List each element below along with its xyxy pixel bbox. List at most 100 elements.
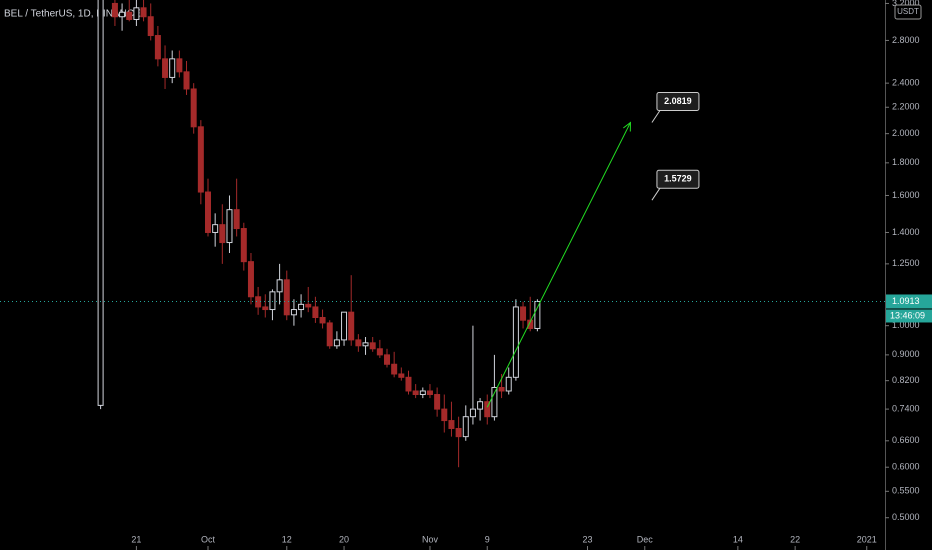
candle-body (247, 261, 254, 298)
candle-body (491, 387, 498, 418)
candle-body (133, 7, 140, 20)
callout-box (656, 169, 700, 189)
candle-body (405, 376, 412, 392)
candle-body (520, 306, 527, 321)
candle-body (505, 376, 512, 392)
candle-body (512, 306, 519, 378)
candle-body (197, 126, 204, 193)
candle-body (305, 303, 312, 308)
candle-body (412, 390, 419, 396)
y-tick-label: 1.8000 (892, 157, 920, 167)
candle-body (283, 279, 290, 316)
candle-body (226, 209, 233, 244)
callout-pointer (651, 187, 661, 201)
x-tick-label: 21 (131, 534, 141, 544)
candle-body (262, 306, 269, 311)
candle-body (355, 339, 362, 347)
candle-body (119, 11, 126, 18)
candle-body (469, 408, 476, 418)
y-tick-label: 1.4000 (892, 227, 920, 237)
candle-body (498, 387, 505, 392)
arrow-head (623, 121, 631, 132)
candle-body (97, 0, 104, 406)
callout-label: 2.0819 (664, 96, 692, 106)
x-tick-label: 23 (582, 534, 592, 544)
callout-pointer (651, 110, 661, 123)
candle-body (455, 427, 462, 438)
callout-label: 1.5729 (664, 174, 692, 184)
x-tick-label: 9 (485, 534, 490, 544)
trend-arrow (486, 122, 631, 408)
candle-body (527, 319, 534, 329)
y-tick-label: 0.9000 (892, 349, 920, 359)
y-tick-label: 0.7400 (892, 403, 920, 413)
x-tick-label: 22 (790, 534, 800, 544)
currency-badge (894, 4, 922, 20)
x-tick-label: Dec (637, 534, 654, 544)
last-price-badge (886, 294, 932, 309)
y-tick-label: 0.8200 (892, 375, 920, 385)
candle-body (326, 322, 333, 347)
candle-body (534, 300, 541, 329)
y-tick-label: 2.8000 (892, 35, 920, 45)
candle-body (276, 279, 283, 293)
y-tick-label: 1.6000 (892, 190, 920, 200)
candle-body (434, 394, 441, 410)
candle-body (312, 306, 319, 318)
candle-body (233, 209, 240, 230)
y-tick-label: 3.2000 (892, 0, 920, 8)
candle-body (154, 35, 161, 60)
candle-body (140, 7, 147, 18)
x-tick-label: Oct (201, 534, 216, 544)
candle-body (147, 16, 154, 37)
candle-body (162, 58, 169, 78)
candle-body (319, 316, 326, 324)
candle-body (362, 342, 369, 347)
candle-body (190, 88, 197, 128)
chart-title: BEL / TetherUS, 1D, BINANCE (4, 9, 141, 20)
candle-body (384, 354, 391, 365)
candle-body (333, 339, 340, 347)
x-tick-label: 2021 (857, 534, 877, 544)
candle-body (462, 416, 469, 438)
y-tick-label: 2.0000 (892, 128, 920, 138)
last-price-label: 1.0913 (892, 296, 920, 306)
candle-body (298, 303, 305, 311)
y-tick-label: 2.4000 (892, 78, 920, 88)
candle-body (290, 309, 297, 316)
currency-label: USDT (897, 7, 919, 16)
candle-body (341, 311, 348, 341)
y-tick-label: 0.6600 (892, 435, 920, 445)
y-tick-label: 1.0000 (892, 320, 920, 330)
y-tick-label: 0.5500 (892, 486, 920, 496)
candle-body (169, 58, 176, 78)
candle-body (448, 420, 455, 429)
candle-body (348, 311, 355, 341)
candle-body (111, 2, 118, 18)
candle-body (212, 224, 219, 233)
candle-body (484, 401, 491, 418)
candle-body (240, 228, 247, 263)
candle-body (376, 348, 383, 356)
countdown-badge (886, 309, 932, 323)
candle-body (391, 363, 398, 375)
x-tick-label: 14 (733, 534, 743, 544)
candle-body (176, 58, 183, 73)
candle-body (183, 71, 190, 90)
candle-body (205, 191, 212, 233)
y-tick-label: 0.5000 (892, 512, 920, 522)
y-tick-label: 0.6000 (892, 462, 920, 472)
countdown-label: 13:46:09 (890, 310, 925, 320)
candle-body (441, 408, 448, 422)
y-tick-label: 1.2500 (892, 258, 920, 268)
candle-body (419, 390, 426, 396)
y-tick-label: 2.2000 (892, 102, 920, 112)
candle-body (219, 224, 226, 244)
x-tick-label: Nov (422, 534, 439, 544)
x-tick-label: 12 (282, 534, 292, 544)
x-tick-label: 20 (339, 534, 349, 544)
candle-body (269, 291, 276, 311)
candle-body (369, 342, 376, 350)
candle-body (426, 390, 433, 396)
